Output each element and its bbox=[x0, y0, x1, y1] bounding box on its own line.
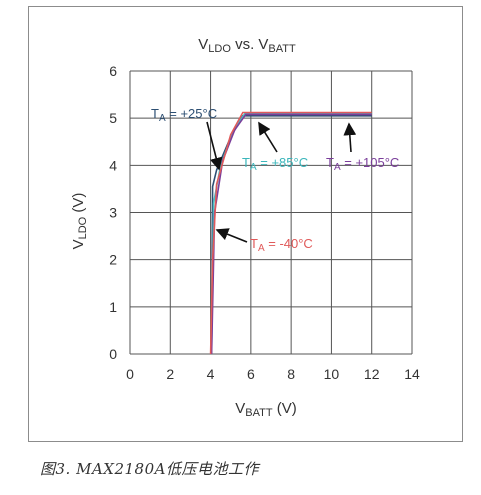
y-tick-label: 5 bbox=[109, 110, 117, 126]
y-tick-label: 3 bbox=[109, 205, 117, 221]
figure-caption: 图3. MAX2180A低压电池工作 bbox=[40, 460, 259, 478]
series-line-tm40 bbox=[209, 111, 372, 355]
x-tick-label: 4 bbox=[207, 366, 215, 382]
y-axis-label: VLDO (V) bbox=[70, 193, 89, 250]
y-tick-label: 1 bbox=[109, 299, 117, 315]
y-tick-label: 4 bbox=[109, 157, 117, 173]
x-tick-label: 2 bbox=[166, 366, 174, 382]
x-tick-labels: 0 2 4 6 8 10 12 14 bbox=[126, 366, 420, 382]
series-line-t25 bbox=[210, 115, 372, 355]
series-line-t85 bbox=[210, 112, 372, 355]
chart-title: VLDO vs. VBATT bbox=[198, 36, 296, 55]
x-tick-label: 14 bbox=[404, 366, 420, 382]
y-tick-label: 0 bbox=[109, 346, 117, 362]
x-tick-label: 6 bbox=[247, 366, 255, 382]
arrow-t105 bbox=[343, 122, 357, 153]
y-tick-labels: 0 1 2 3 4 5 6 bbox=[109, 63, 117, 362]
x-tick-label: 10 bbox=[324, 366, 340, 382]
arrow-tm40 bbox=[215, 228, 248, 243]
series-lines bbox=[209, 111, 372, 355]
x-tick-label: 0 bbox=[126, 366, 134, 382]
annotation-tm40: TA = -40°C bbox=[250, 236, 313, 254]
x-tick-label: 12 bbox=[364, 366, 380, 382]
series-line-t105 bbox=[210, 113, 372, 355]
grid bbox=[129, 70, 413, 355]
arrow-t85 bbox=[258, 121, 278, 153]
annotation-arrows bbox=[206, 121, 357, 243]
y-tick-label: 2 bbox=[109, 252, 117, 268]
annotation-t105: TA = +105°C bbox=[326, 155, 399, 173]
x-axis-label: VBATT (V) bbox=[235, 400, 296, 419]
arrow-t25 bbox=[206, 121, 223, 171]
annotation-t85: TA = +85°C bbox=[242, 155, 308, 173]
x-tick-label: 8 bbox=[287, 366, 295, 382]
annotation-t25: TA = +25°C bbox=[151, 106, 217, 124]
y-tick-label: 6 bbox=[109, 63, 117, 79]
